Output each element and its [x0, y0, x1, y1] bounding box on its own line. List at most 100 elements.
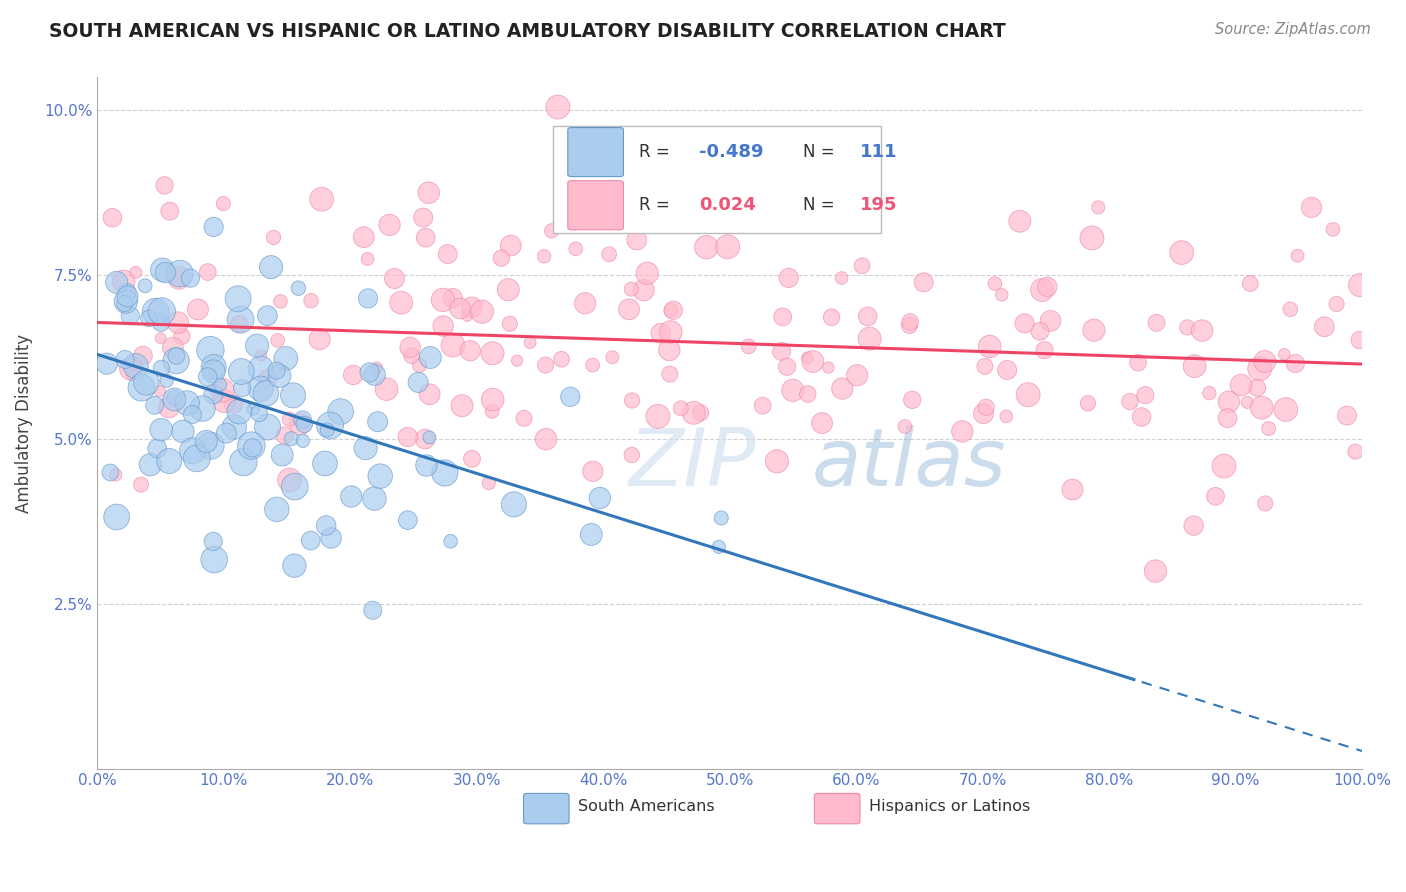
Point [418, 186, 440, 200]
Point [96, 357, 118, 371]
Point [408, 359, 430, 373]
Point [817, 360, 839, 375]
Point [689, 406, 711, 420]
Point [222, 397, 245, 411]
Point [540, 224, 562, 238]
Point [513, 411, 536, 425]
Point [299, 533, 322, 548]
Point [1119, 394, 1142, 409]
Point [776, 359, 799, 374]
Point [439, 534, 461, 549]
Point [228, 404, 250, 418]
Point [231, 364, 253, 378]
Point [340, 490, 363, 504]
Point [796, 351, 818, 365]
Point [149, 331, 172, 345]
Point [602, 351, 624, 365]
Point [979, 339, 1001, 353]
Point [1344, 444, 1367, 458]
Point [267, 334, 290, 348]
Point [534, 432, 557, 446]
Point [131, 381, 153, 395]
Point [240, 439, 263, 453]
Point [1348, 278, 1371, 293]
Point [163, 392, 186, 407]
Point [224, 420, 246, 434]
Point [1322, 222, 1344, 236]
Point [491, 251, 513, 265]
Point [533, 249, 555, 263]
FancyBboxPatch shape [553, 126, 882, 233]
Point [433, 466, 456, 480]
Point [547, 100, 569, 114]
Point [354, 441, 377, 455]
Point [458, 343, 481, 358]
Point [1087, 200, 1109, 214]
Point [163, 391, 186, 405]
Point [1170, 245, 1192, 260]
Point [717, 240, 740, 254]
Point [432, 319, 454, 334]
Point [150, 262, 173, 277]
Point [550, 352, 572, 367]
Point [950, 425, 973, 439]
Point [280, 432, 302, 446]
Point [399, 340, 422, 354]
Point [620, 282, 643, 296]
Point [112, 274, 135, 288]
Point [972, 407, 994, 421]
Point [658, 343, 681, 357]
Text: R =: R = [638, 196, 675, 214]
Point [1077, 396, 1099, 410]
Point [481, 392, 503, 407]
Point [1191, 324, 1213, 338]
Point [901, 392, 924, 407]
Point [145, 304, 167, 318]
Point [1039, 314, 1062, 328]
Point [263, 230, 285, 244]
Point [1036, 280, 1059, 294]
Text: Hispanics or Latinos: Hispanics or Latinos [869, 799, 1031, 814]
Point [633, 283, 655, 297]
Point [737, 339, 759, 353]
Point [626, 233, 648, 247]
Point [1286, 249, 1309, 263]
Point [169, 267, 191, 281]
Point [1146, 316, 1168, 330]
Point [143, 398, 166, 412]
Point [329, 404, 352, 418]
Point [157, 401, 180, 415]
Point [406, 376, 429, 390]
Text: N =: N = [803, 196, 839, 214]
Point [396, 430, 419, 444]
Point [226, 292, 249, 306]
Point [441, 338, 464, 352]
Text: ZIP: ZIP [628, 425, 756, 503]
Point [415, 458, 437, 473]
Point [1249, 361, 1271, 376]
Point [176, 396, 198, 410]
Point [1144, 564, 1167, 578]
Text: R =: R = [638, 143, 675, 161]
Point [364, 368, 387, 382]
Point [256, 309, 278, 323]
Point [751, 399, 773, 413]
Point [269, 368, 291, 383]
Point [215, 425, 238, 440]
Point [1348, 333, 1371, 347]
Point [308, 332, 330, 346]
Point [1126, 356, 1149, 370]
Point [170, 329, 193, 343]
Point [471, 304, 494, 318]
Point [212, 196, 235, 211]
Point [1246, 381, 1268, 395]
Point [159, 204, 181, 219]
Point [202, 387, 225, 401]
Point [461, 451, 484, 466]
Point [200, 439, 222, 453]
Point [260, 260, 283, 274]
Point [202, 552, 225, 566]
Point [506, 353, 529, 368]
Point [415, 230, 437, 244]
Point [418, 430, 440, 444]
